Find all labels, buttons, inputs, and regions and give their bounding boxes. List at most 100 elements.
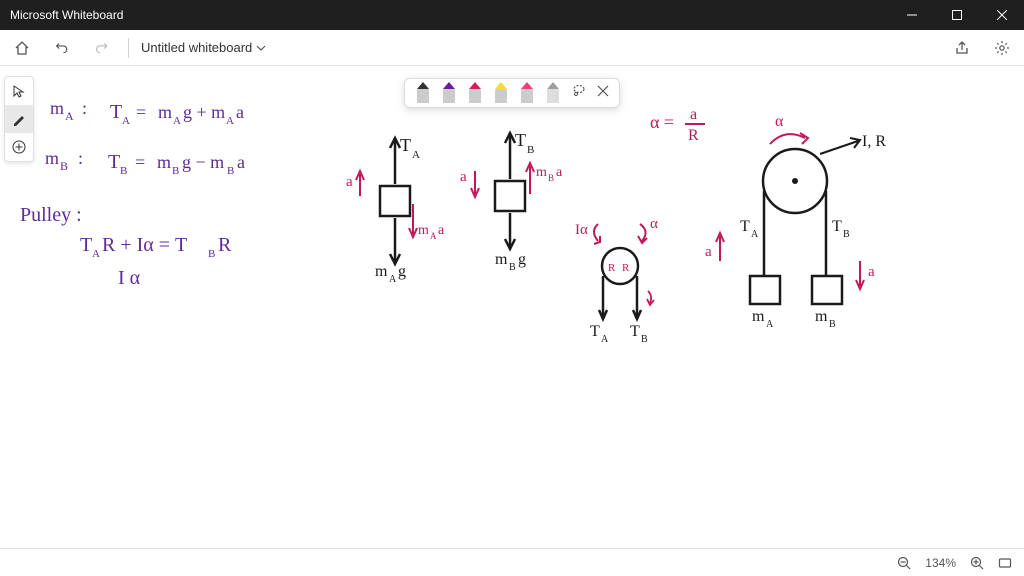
close-icon [997,10,1007,20]
svg-text:T: T [400,135,411,155]
svg-text:R: R [218,234,232,256]
svg-text:I α: I α [118,267,141,289]
close-button[interactable] [979,0,1024,30]
svg-text:α: α [650,216,658,232]
svg-text:a: a [346,174,353,190]
svg-text:B: B [60,159,68,173]
svg-text:B: B [509,262,516,273]
svg-text::: : [78,148,83,168]
minimize-icon [907,10,917,20]
zoom-in-icon [970,556,984,570]
svg-text:m: m [45,148,59,168]
svg-text:m: m [815,308,828,325]
fit-icon [998,556,1012,570]
svg-text:m: m [752,308,765,325]
svg-text:B: B [527,144,534,156]
svg-text:α =: α = [650,112,674,132]
svg-text:T: T [630,323,640,340]
svg-text:T: T [108,151,120,173]
chevron-down-icon [256,43,266,53]
svg-text:R: R [688,127,699,144]
svg-text:m: m [50,98,64,118]
undo-icon [54,40,70,56]
svg-text:A: A [430,231,437,241]
svg-text:B: B [208,248,215,260]
svg-text:B: B [829,319,836,330]
svg-text:A: A [751,229,759,240]
svg-text:a: a [438,223,445,238]
svg-text:T: T [590,323,600,340]
svg-text:g + m: g + m [183,102,225,122]
svg-text:B: B [227,165,234,177]
svg-text:m: m [375,263,388,280]
svg-text:a: a [705,244,712,260]
svg-text:A: A [122,115,130,127]
document-title-text: Untitled whiteboard [141,40,252,55]
svg-text:A: A [766,319,774,330]
titlebar: Microsoft Whiteboard [0,0,1024,30]
svg-text:m: m [157,152,171,172]
zoom-out-button[interactable] [897,556,911,570]
undo-button[interactable] [48,34,76,62]
svg-text:=: = [136,102,146,122]
svg-text:A: A [92,248,100,260]
svg-text:T: T [80,234,92,256]
svg-text:a: a [460,169,467,185]
svg-text:a: a [237,152,245,172]
svg-text:A: A [173,115,181,127]
zoom-out-icon [897,556,911,570]
toolbar: Untitled whiteboard [0,30,1024,66]
redo-button[interactable] [88,34,116,62]
svg-text:a: a [868,264,875,280]
svg-text:=: = [135,152,145,172]
toolbar-divider [128,38,129,58]
svg-text:a: a [556,165,563,180]
fit-button[interactable] [998,556,1012,570]
svg-text:T: T [832,218,842,235]
svg-text:T: T [515,130,526,150]
home-icon [14,40,30,56]
svg-text:A: A [389,274,397,285]
svg-text:I, R: I, R [862,133,886,150]
svg-text:B: B [641,334,648,345]
statusbar: 134% [0,548,1024,576]
svg-text:m: m [158,102,172,122]
svg-text:α: α [775,113,784,130]
svg-text:R + Iα = T: R + Iα = T [102,234,187,256]
svg-text:A: A [65,109,74,123]
svg-text:A: A [226,115,234,127]
zoom-in-button[interactable] [970,556,984,570]
settings-button[interactable] [988,34,1016,62]
share-button[interactable] [948,34,976,62]
svg-text:T: T [110,101,122,123]
maximize-icon [952,10,962,20]
gear-icon [994,40,1010,56]
svg-text:a: a [690,106,697,123]
svg-text:R: R [608,262,616,274]
svg-text:g: g [398,263,406,280]
whiteboard-canvas: m A : T A = m A g + m A a m B : T B = m … [0,66,1024,548]
svg-text:A: A [412,149,420,161]
svg-text:m: m [536,165,547,180]
svg-text:B: B [172,165,179,177]
redo-icon [94,40,110,56]
home-button[interactable] [8,34,36,62]
svg-text:g − m: g − m [182,152,224,172]
app-title: Microsoft Whiteboard [10,8,889,22]
maximize-button[interactable] [934,0,979,30]
svg-text:m: m [418,223,429,238]
window-controls [889,0,1024,30]
svg-text:R: R [622,262,630,274]
svg-text:Pulley :: Pulley : [20,204,82,226]
zoom-level[interactable]: 134% [925,556,956,570]
document-title[interactable]: Untitled whiteboard [141,40,266,55]
svg-text:g: g [518,251,526,268]
svg-text:B: B [548,173,554,183]
svg-text:Iα: Iα [575,222,588,238]
svg-text:m: m [495,251,508,268]
share-icon [954,40,970,56]
svg-text:a: a [236,102,244,122]
canvas-area[interactable]: m A : T A = m A g + m A a m B : T B = m … [0,66,1024,548]
svg-text::: : [82,98,87,118]
minimize-button[interactable] [889,0,934,30]
